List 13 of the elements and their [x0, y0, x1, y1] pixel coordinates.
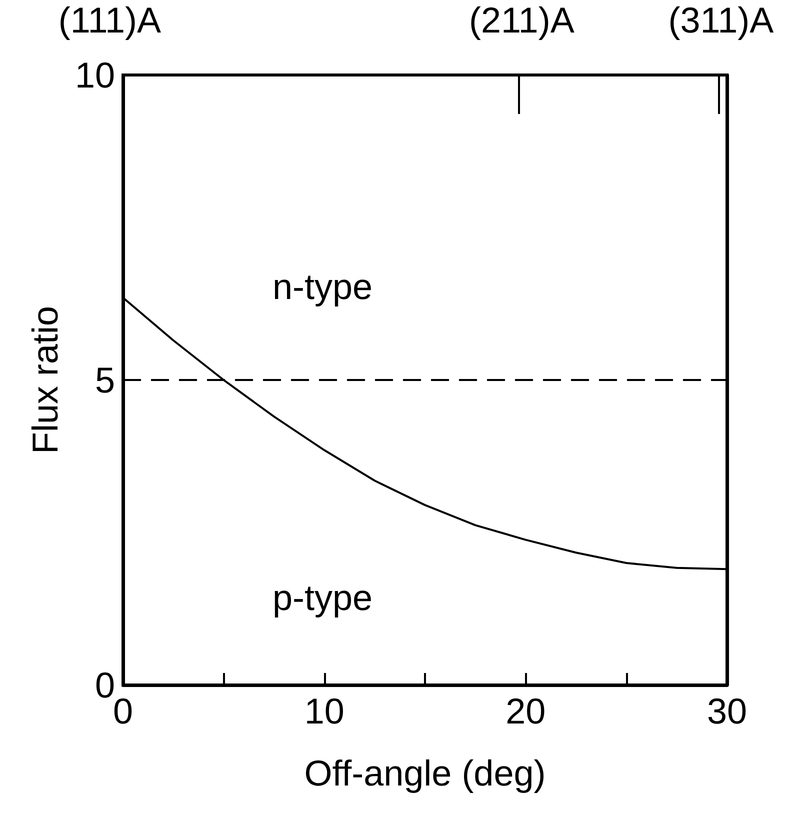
annotation: n-type — [272, 266, 373, 307]
annotation: p-type — [272, 577, 373, 618]
text: (211)A — [468, 0, 574, 40]
text: (311)A — [668, 0, 774, 40]
x-tick-label: 10 — [304, 690, 344, 732]
y-tick-label: 10 — [74, 54, 115, 96]
y-axis-title: Flux ratio — [24, 306, 66, 454]
x-tick-label: 20 — [506, 690, 546, 732]
x-tick-label: 30 — [706, 690, 748, 732]
x-axis-title: Off-angle (deg) — [304, 752, 546, 794]
y-tick-label: 0 — [94, 664, 115, 706]
text: (111)A — [58, 0, 162, 40]
y-tick-label: 5 — [94, 360, 115, 400]
